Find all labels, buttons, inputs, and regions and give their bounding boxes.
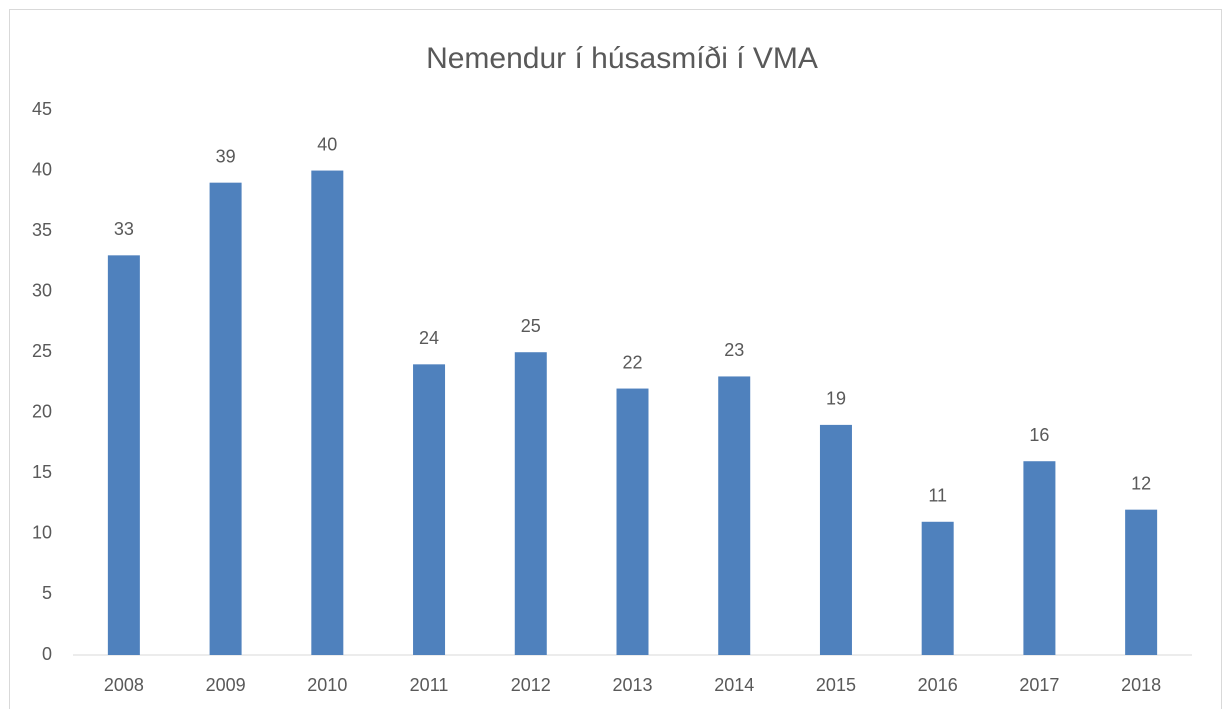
bar [921,521,954,655]
bar [413,364,446,655]
chart-title: Nemendur í húsasmíði í VMA [426,42,818,75]
bar [718,376,751,655]
bar [107,255,140,656]
x-tick-label: 2016 [918,675,958,695]
data-label: 22 [622,352,642,372]
data-label: 25 [521,316,541,336]
bar [514,352,547,655]
bar [311,170,344,656]
x-tick-label: 2009 [206,675,246,695]
data-label: 16 [1029,425,1049,445]
bar [616,388,649,655]
y-tick-label: 20 [32,402,52,422]
y-tick-label: 45 [32,99,52,119]
y-tick-label: 30 [32,280,52,300]
x-tick-label: 2010 [307,675,347,695]
x-tick-label: 2017 [1019,675,1059,695]
data-label: 24 [419,328,439,348]
x-tick-label: 2013 [612,675,652,695]
y-tick-label: 15 [32,462,52,482]
y-tick-label: 0 [42,644,52,664]
data-label: 12 [1131,473,1151,493]
x-tick-label: 2011 [410,675,449,695]
x-tick-label: 2014 [714,675,754,695]
y-tick-label: 5 [42,583,52,603]
data-label: 33 [114,219,134,239]
data-label: 23 [724,340,744,360]
data-label: 40 [317,134,337,154]
x-tick-label: 2012 [511,675,551,695]
data-label: 19 [826,389,846,409]
data-label: 39 [216,146,236,166]
bar [1023,461,1056,655]
y-tick-label: 40 [32,159,52,179]
y-tick-label: 10 [32,523,52,543]
x-tick-label: 2008 [104,675,144,695]
x-tick-label: 2018 [1121,675,1161,695]
data-label: 11 [928,486,947,506]
x-tick-label: 2015 [816,675,856,695]
y-tick-label: 35 [32,220,52,240]
bar [209,182,242,655]
bar [819,424,852,655]
y-tick-label: 25 [32,341,52,361]
bar [1125,509,1158,655]
